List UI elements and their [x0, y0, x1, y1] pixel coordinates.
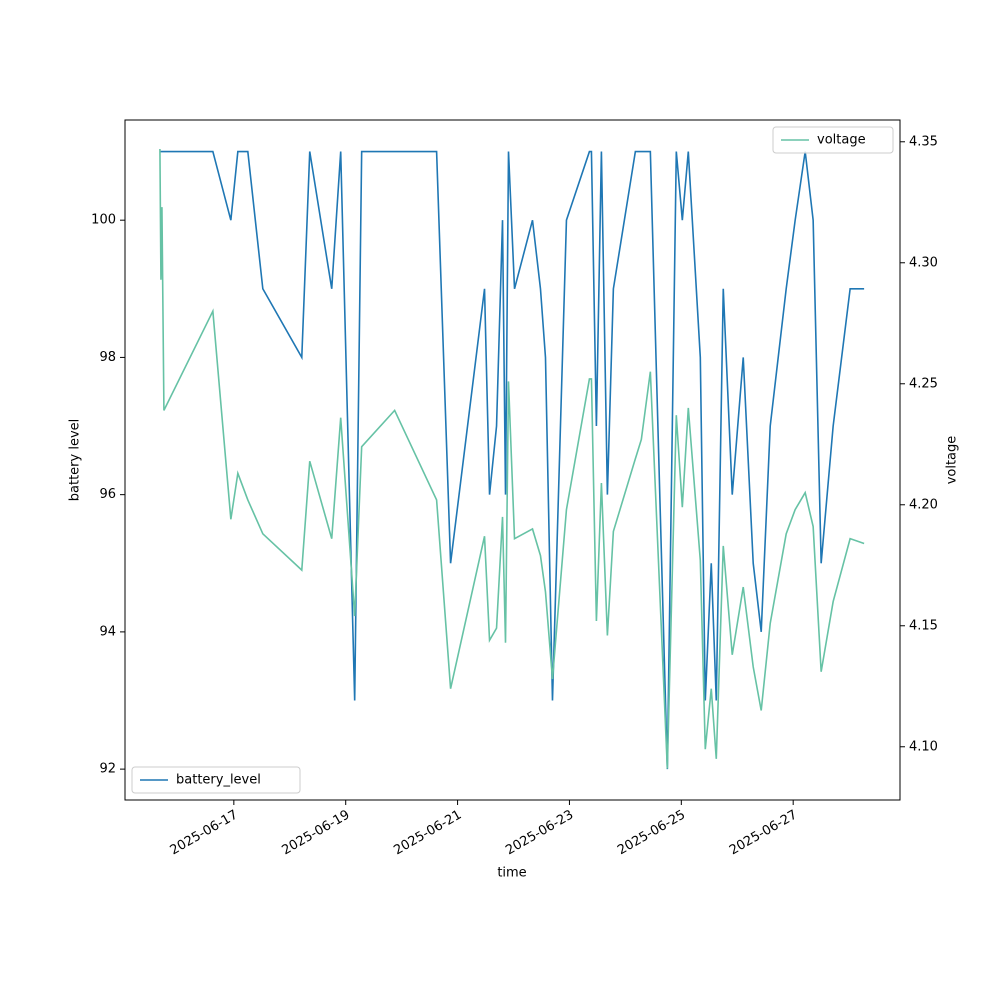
legend: voltage [772, 126, 894, 154]
legend: battery_level [131, 766, 301, 794]
y-tick-label: 94 [99, 624, 116, 639]
plot-frame [124, 119, 901, 801]
legend-box [772, 126, 894, 154]
y2-tick-label: 4.25 [909, 376, 938, 391]
y-tick-label: 96 [99, 487, 116, 502]
y-axis-label: battery level [68, 419, 83, 502]
legend-label: battery_level [176, 773, 261, 788]
y2-tick-label: 4.35 [909, 134, 938, 149]
x-axis-label: time [497, 866, 526, 881]
legend-box [131, 766, 301, 794]
y2-tick-label: 4.15 [909, 618, 938, 633]
legend-label: voltage [817, 133, 866, 148]
y2-tick-label: 4.30 [909, 255, 938, 270]
series-line [159, 149, 865, 769]
y-tick-label: 100 [91, 213, 116, 228]
y2-tick-label: 4.10 [909, 739, 938, 754]
y-tick-label: 92 [99, 762, 116, 777]
y-tick-label: 98 [99, 350, 116, 365]
series-line [159, 150, 865, 770]
y2-tick-label: 4.20 [909, 497, 938, 512]
y2-axis-label: voltage [945, 436, 960, 485]
